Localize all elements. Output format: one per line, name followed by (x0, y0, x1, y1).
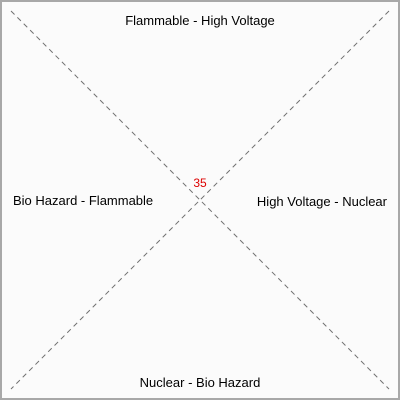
diagonal-line-top-left-to-bottom-right (10, 10, 390, 390)
center-value: 35 (193, 176, 207, 190)
region-label-top: Flammable - High Voltage (125, 13, 275, 28)
diagonal-line-top-right-to-bottom-left (10, 10, 390, 390)
region-label-right: High Voltage - Nuclear (256, 194, 387, 209)
region-label-bottom: Nuclear - Bio Hazard (139, 375, 261, 390)
region-label-left: Bio Hazard - Flammable (13, 193, 154, 208)
